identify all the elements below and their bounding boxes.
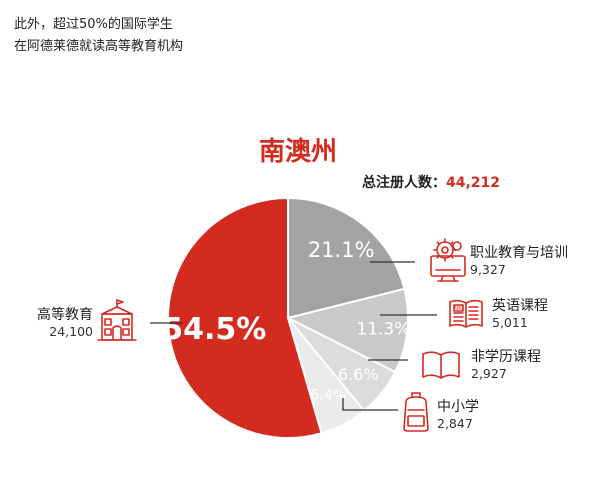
pie-slice-higher_ed [166,196,323,439]
pie-percent-label-higher_ed: 54.5% [162,312,266,347]
callout-value-non_award: 2,927 [471,366,507,381]
leader-line-schools [342,398,398,411]
pie-slices [166,196,409,439]
callout-name-non_award: 非学历课程 [471,349,541,365]
open-book-icon [422,351,460,379]
total-label: 总注册人数： [362,174,446,191]
pie-percent-label-schools: 6.4% [311,387,347,403]
callout-name-schools: 中小学 [437,399,479,415]
pie-percent-label-elicos: 11.3% [356,320,410,340]
intro-line-1: 此外，超过50%的国际学生 [14,17,173,32]
pie-slice-elicos [285,287,409,374]
university-building-icon [97,299,137,341]
callout-name-vocational: 职业教育与培训 [470,245,568,261]
backpack-icon [403,392,429,432]
pie-percent-label-vocational: 21.1% [308,238,375,262]
total-value: 44,212 [446,175,500,191]
pie-percent-label-non_award: 6.6% [338,365,379,384]
callout-value-higher_ed: 24,100 [49,324,93,339]
abc-book-icon: ABC [449,299,483,328]
callout-value-elicos: 5,011 [492,315,528,330]
gear-monitor-icon [430,238,466,282]
callout-name-higher_ed: 高等教育 [37,306,93,323]
callout-value-schools: 2,847 [437,416,473,431]
pie-slice-vocational [287,196,406,320]
intro-text: 此外，超过50%的国际学生 在阿德莱德就读高等教育机构 [14,14,183,58]
callout-name-elicos: 英语课程 [492,297,548,314]
chart-title: 南澳州 [259,137,337,167]
svg-text:ABC: ABC [453,306,464,312]
callout-value-vocational: 9,327 [470,262,506,277]
intro-line-2: 在阿德莱德就读高等教育机构 [14,39,184,54]
total-line: 总注册人数：44,212 [362,174,500,191]
